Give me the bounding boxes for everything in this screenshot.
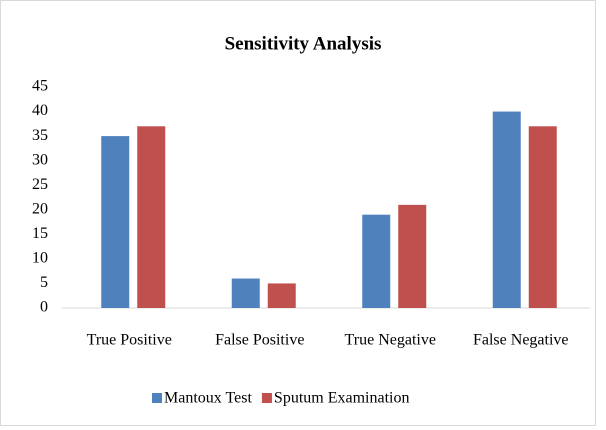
bar bbox=[362, 214, 391, 308]
y-tick-label: 5 bbox=[40, 274, 48, 291]
bar bbox=[137, 126, 166, 309]
y-tick-label: 35 bbox=[32, 127, 48, 144]
bar bbox=[231, 278, 260, 308]
x-tick-label: True Positive bbox=[87, 332, 172, 349]
y-tick-label: 30 bbox=[32, 151, 48, 168]
legend-swatch bbox=[152, 393, 162, 403]
bar bbox=[267, 283, 296, 308]
y-tick-label: 0 bbox=[40, 299, 48, 316]
y-tick-label: 15 bbox=[32, 225, 48, 242]
bar bbox=[528, 126, 557, 309]
x-tick-label: False Negative bbox=[473, 332, 569, 349]
bar bbox=[492, 111, 521, 308]
y-tick-label: 45 bbox=[32, 78, 48, 95]
x-tick-label: True Negative bbox=[345, 332, 436, 349]
y-tick-label: 40 bbox=[32, 102, 48, 119]
chart-title: Sensitivity Analysis bbox=[225, 33, 382, 54]
legend-label: Sputum Examination bbox=[274, 390, 410, 407]
legend-swatch bbox=[261, 393, 272, 403]
y-tick-label: 10 bbox=[32, 250, 48, 267]
bar bbox=[398, 204, 427, 308]
x-tick-label: False Positive bbox=[215, 332, 304, 349]
legend-label: Mantoux Test bbox=[164, 390, 252, 407]
y-tick-label: 20 bbox=[32, 200, 48, 217]
y-tick-label: 25 bbox=[32, 176, 48, 193]
bar bbox=[101, 136, 130, 308]
